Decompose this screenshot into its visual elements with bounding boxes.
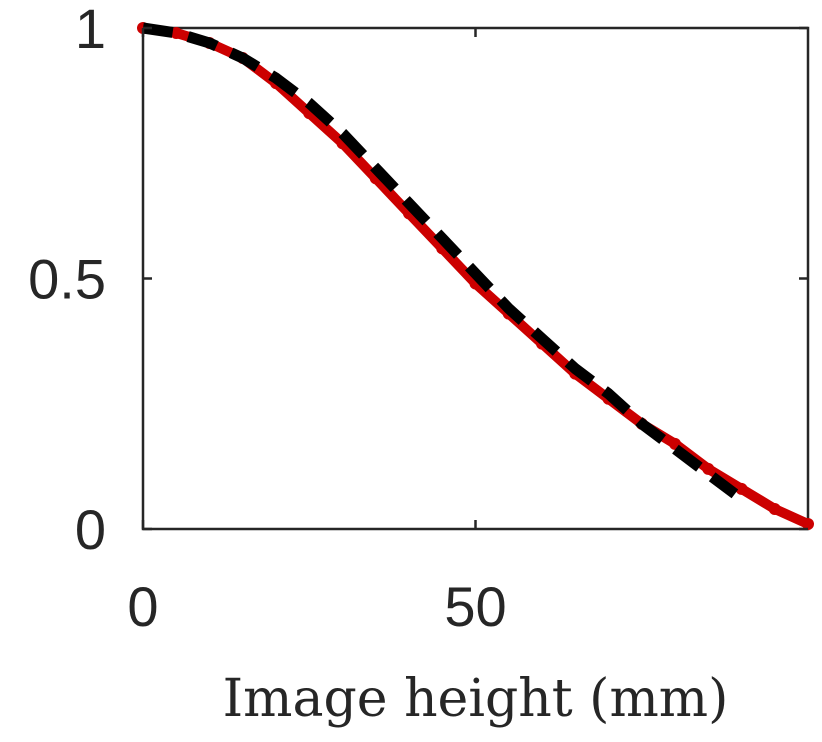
series-point [768,502,781,515]
series-line-dashed [142,22,739,499]
y-tick-label: 0 [75,498,106,561]
x-tick-label: 50 [444,575,506,638]
series-point [170,27,183,40]
y-tick-label: 0.5 [28,248,106,311]
y-tick-label: 1 [75,0,106,60]
tick-layer: 0 50 0 0.5 1 [28,0,808,638]
x-axis-title: Image height (mm) [223,669,729,729]
series-layer [137,22,814,530]
series-point [802,517,814,530]
series-point [735,482,748,495]
x-tick-label: 0 [127,575,158,638]
series-point [702,462,715,475]
